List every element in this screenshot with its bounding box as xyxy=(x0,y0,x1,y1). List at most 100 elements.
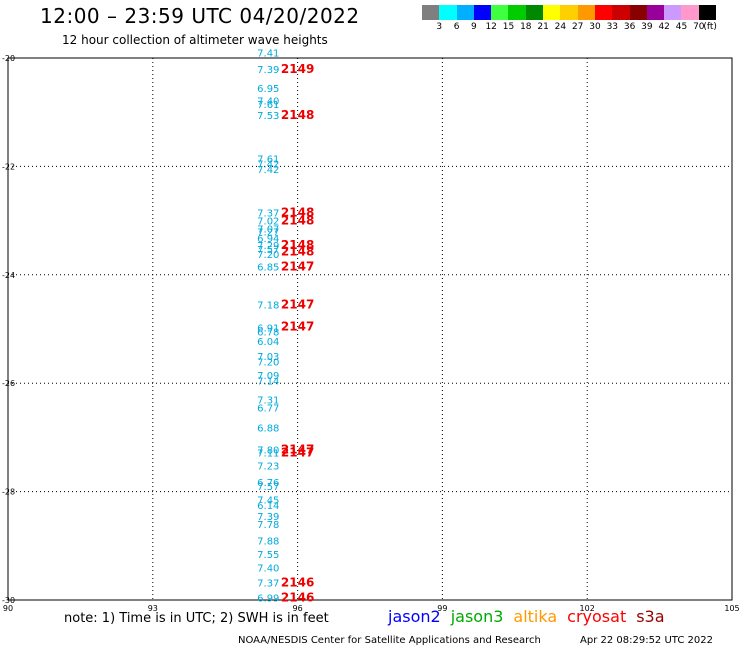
color-scale-swatch xyxy=(646,5,665,20)
wave-height-label: 6.88 xyxy=(257,424,279,435)
wave-height-label: 7.57 xyxy=(257,482,279,493)
color-scale-swatch xyxy=(612,5,630,20)
wave-height-label: 7.88 xyxy=(257,536,279,547)
x-tick-label: 96 xyxy=(293,604,303,613)
wave-height-label: 7.57 xyxy=(257,245,279,256)
color-scale-label: 21 xyxy=(537,22,549,32)
wave-height-label: 6.14 xyxy=(257,501,279,512)
pass-number-label: 2149 xyxy=(281,62,314,76)
color-scale-label: 9 xyxy=(471,22,477,32)
pass-number-label: 2147 xyxy=(281,319,314,333)
color-scale-swatch xyxy=(629,5,647,20)
x-tick-label: 99 xyxy=(437,604,447,613)
legend-entry: cryosat xyxy=(567,607,627,626)
wave-height-label: 7.39 xyxy=(257,512,279,523)
color-scale-swatch xyxy=(491,5,509,20)
color-scale-label: 70 xyxy=(693,22,705,32)
generation-timestamp: Apr 22 08:29:52 UTC 2022 xyxy=(580,635,713,646)
wave-height-label: 7.40 xyxy=(257,96,279,107)
wave-height-label: 6.76 xyxy=(257,478,279,489)
wave-height-label: 7.80 xyxy=(257,445,279,456)
color-scale-swatch xyxy=(473,5,492,20)
color-scale-swatch xyxy=(664,5,682,20)
chart-subtitle: 12 hour collection of altimeter wave hei… xyxy=(62,33,328,47)
color-scale-swatch xyxy=(525,5,544,20)
color-scale-swatch xyxy=(560,5,578,20)
pass-number-label: 2147 xyxy=(281,442,314,456)
color-scale-label: 27 xyxy=(571,22,584,32)
color-scale-unit: (ft) xyxy=(703,22,717,32)
wave-height-label: 7.29 xyxy=(257,241,279,252)
y-tick-label: -20 xyxy=(2,54,15,63)
pass-number-label: 2146 xyxy=(281,590,314,604)
color-scale-label: 18 xyxy=(520,22,532,32)
wave-height-label: 7.41 xyxy=(257,49,279,60)
footer-note: note: 1) Time is in UTC; 2) SWH is in fe… xyxy=(64,611,329,626)
color-scale-label: 6 xyxy=(453,22,460,32)
color-scale-label: 36 xyxy=(623,22,636,32)
x-tick-label: 93 xyxy=(148,604,158,613)
wave-height-label: 7.39 xyxy=(257,65,279,76)
wave-height-label: 7.18 xyxy=(257,301,279,312)
wave-height-label: 6.94 xyxy=(257,234,279,245)
plot-frame xyxy=(7,57,733,601)
wave-height-label: 7.07 xyxy=(257,225,279,236)
color-scale-label: 33 xyxy=(606,22,619,32)
chart-title: 12:00 – 23:59 UTC 04/20/2022 xyxy=(40,4,360,28)
color-scale-swatch xyxy=(456,5,474,20)
y-tick-label: -22 xyxy=(2,162,15,171)
x-tick-label: 102 xyxy=(580,604,595,613)
wave-height-label: 6.99 xyxy=(257,593,279,604)
pass-number-label: 2148 xyxy=(281,108,314,122)
color-scale-label: 39 xyxy=(641,22,653,32)
wave-height-label: 6.91 xyxy=(257,323,279,334)
wave-height-label: 7.20 xyxy=(257,250,279,261)
color-scale-label: 15 xyxy=(502,22,515,32)
color-scale-swatch xyxy=(508,5,526,20)
wave-height-label: 7.61 xyxy=(257,100,279,111)
x-tick-label: 105 xyxy=(724,604,739,613)
wave-height-label: 6.78 xyxy=(257,328,279,339)
wave-height-label: 6.95 xyxy=(257,84,279,95)
color-scale-bar xyxy=(422,5,717,20)
credit-text: NOAA/NESDIS Center for Satellite Applica… xyxy=(238,635,541,646)
pass-number-label: 2147 xyxy=(281,446,314,460)
wave-height-label: 7.31 xyxy=(257,395,279,406)
color-scale-label: 24 xyxy=(554,22,567,32)
satellite-legend: jason2 jason3 altika cryosat s3a xyxy=(388,607,675,626)
color-scale-label: 12 xyxy=(485,22,497,32)
wave-height-label: 7.61 xyxy=(257,154,279,165)
y-tick-label: -24 xyxy=(2,271,15,280)
wave-height-label: 7.53 xyxy=(257,111,279,122)
color-scale-swatch xyxy=(577,5,595,20)
legend-entry: jason3 xyxy=(450,607,504,626)
wave-height-label: 7.78 xyxy=(257,520,279,531)
wave-height-label: 7.09 xyxy=(257,371,279,382)
wave-height-label: 6.04 xyxy=(257,337,279,348)
pass-number-label: 2148 xyxy=(281,238,314,252)
y-tick-label: -30 xyxy=(2,596,15,605)
wave-height-label: 7.11 xyxy=(257,449,279,460)
y-tick-label: -28 xyxy=(2,488,15,497)
x-tick-label: 90 xyxy=(3,604,13,613)
legend-entry: s3a xyxy=(636,607,665,626)
color-scale-label: 3 xyxy=(436,22,443,32)
pass-number-label: 2147 xyxy=(281,298,314,312)
color-scale-swatch xyxy=(594,5,613,20)
wave-height-label: 7.55 xyxy=(257,550,279,561)
color-scale-label: 42 xyxy=(658,22,670,32)
pass-number-label: 2146 xyxy=(281,576,314,590)
wave-height-label: 7.20 xyxy=(257,358,279,369)
wave-height-label: 7.42 xyxy=(257,160,279,171)
color-scale-swatch xyxy=(543,5,561,20)
y-tick-label: -26 xyxy=(2,379,15,388)
color-scale-swatch xyxy=(422,5,440,20)
wave-height-label: 7.23 xyxy=(257,462,279,473)
color-scale-swatch xyxy=(439,5,457,20)
pass-number-label: 2147 xyxy=(281,260,314,274)
color-scale-swatch xyxy=(698,5,717,20)
color-scale-swatch xyxy=(681,5,699,20)
wave-height-label: 7.02 xyxy=(257,217,279,228)
legend-entry: altika xyxy=(513,607,558,626)
